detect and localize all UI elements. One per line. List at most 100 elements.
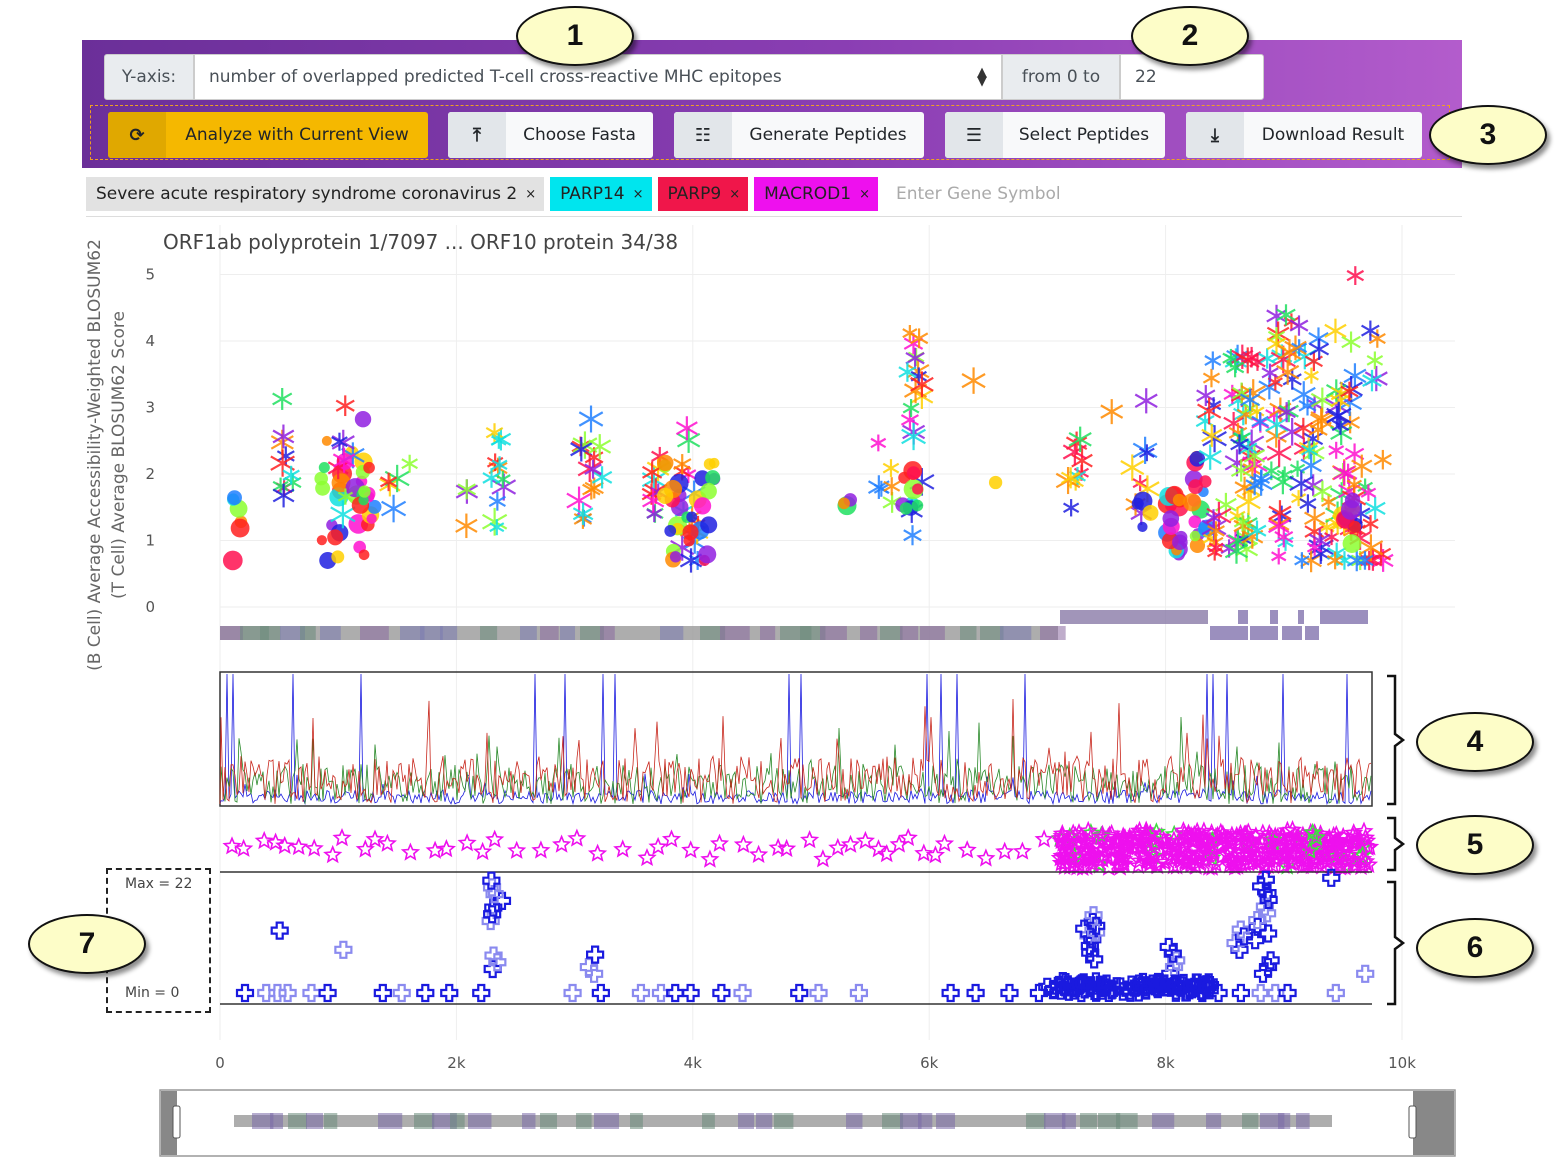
star-marker — [1301, 855, 1322, 875]
gene-tag-sars-cov-2[interactable]: Severe acute respiratory syndrome corona… — [86, 177, 545, 211]
star-marker — [473, 841, 493, 861]
ylabel-line2: (T Cell) Average BLOSUM62 Score — [109, 311, 129, 599]
signal-line — [219, 673, 1372, 806]
protein-domain — [1000, 626, 1032, 640]
scatter-circle-marker — [683, 535, 695, 547]
protein-domain — [860, 626, 878, 640]
protein-domain — [1270, 610, 1278, 624]
generate-icon: ☷ — [674, 112, 732, 158]
protein-domain — [420, 626, 443, 640]
scatter-star-marker — [1346, 266, 1365, 285]
star-marker — [1178, 823, 1199, 842]
remove-tag-icon[interactable]: × — [632, 186, 644, 202]
epitope-marker — [483, 905, 502, 924]
analyze-button[interactable]: ⟳ Analyze with Current View — [108, 112, 428, 158]
star-marker — [1255, 856, 1275, 875]
star-marker — [1175, 836, 1195, 856]
scatter-circle-marker — [1189, 530, 1201, 542]
range-slider-right-handle[interactable] — [1408, 1105, 1417, 1139]
protein-domain — [1060, 610, 1208, 624]
star-marker — [1203, 842, 1223, 861]
remove-tag-icon[interactable]: × — [729, 186, 741, 202]
protein-domain — [580, 626, 604, 640]
scatter-star-marker — [1266, 439, 1292, 467]
star-marker — [275, 835, 295, 855]
scatter-star-marker — [903, 525, 922, 546]
scatter-circle-marker — [1348, 520, 1362, 534]
star-marker — [567, 828, 587, 847]
scatter-star-marker — [1247, 520, 1267, 541]
epitope-marker — [849, 983, 869, 1003]
remove-tag-icon[interactable]: × — [525, 186, 537, 202]
scatter-star-marker — [1132, 475, 1148, 492]
scatter-star-marker — [1225, 357, 1245, 378]
slider-domain — [738, 1113, 754, 1129]
star-marker — [1145, 833, 1165, 853]
slider-domain — [324, 1113, 338, 1129]
protein-domain-track[interactable] — [220, 610, 1368, 640]
star-marker — [1167, 856, 1187, 875]
scatter-star-marker — [1060, 467, 1081, 489]
star-marker — [613, 839, 633, 858]
scatter-circle-marker — [331, 550, 345, 564]
epitope-count-track[interactable] — [235, 868, 1375, 1003]
scatter-circle-marker — [1172, 493, 1186, 507]
star-marker — [425, 840, 445, 859]
scatter-star-marker — [1227, 529, 1249, 552]
gene-symbol-input[interactable]: Enter Gene Symbol — [895, 184, 1061, 204]
scatter-circle-marker — [1188, 515, 1202, 529]
choose-fasta-button[interactable]: ⤒ Choose Fasta — [448, 112, 653, 158]
epitope-marker — [1051, 981, 1071, 1000]
gene-tag-parp14[interactable]: PARP14 × — [550, 177, 652, 211]
remove-tag-icon[interactable]: × — [859, 186, 870, 202]
star-marker — [436, 839, 456, 858]
epitope-marker — [1258, 957, 1278, 977]
star-marker — [877, 843, 897, 863]
scatter-star-marker — [1277, 402, 1296, 423]
scatter-star-marker — [1346, 476, 1363, 493]
slider-domain — [270, 1113, 284, 1129]
star-marker — [681, 840, 701, 859]
scatter-circle-marker — [227, 490, 242, 506]
slider-domain — [1206, 1113, 1222, 1129]
score-scatter[interactable] — [222, 266, 1394, 573]
star-marker — [1306, 827, 1326, 846]
scatter-star-marker — [1271, 548, 1287, 565]
y-tick-label: 1 — [145, 532, 155, 550]
slider-domain — [576, 1113, 592, 1129]
star-marker — [531, 840, 551, 859]
epitope-marker — [1083, 930, 1102, 949]
generate-peptides-button[interactable]: ☷ Generate Peptides — [674, 112, 924, 158]
gene-tag-parp9[interactable]: PARP9 × — [657, 177, 749, 211]
star-marker — [1338, 845, 1358, 864]
plot-title: ORF1ab polyprotein 1/7097 ... ORF10 prot… — [163, 230, 678, 254]
slider-domain — [468, 1113, 492, 1129]
gene-tag-macrod1[interactable]: MACROD1 × — [754, 177, 878, 211]
star-track[interactable] — [222, 819, 1380, 877]
scatter-circle-marker — [1344, 492, 1361, 509]
scatter-star-marker — [379, 472, 398, 492]
signal-line — [219, 716, 1372, 805]
slider-domain — [756, 1113, 773, 1129]
scatter-circle-marker — [664, 525, 677, 537]
scatter-star-marker — [591, 466, 613, 489]
gene-tag-label: Severe acute respiratory syndrome corona… — [96, 184, 518, 204]
download-result-button[interactable]: ⤓ Download Result — [1186, 112, 1422, 158]
scatter-star-marker — [1363, 550, 1383, 571]
epitope-marker — [472, 983, 491, 1003]
star-marker — [1052, 823, 1072, 843]
y-tick-label: 2 — [145, 465, 155, 483]
scatter-star-marker — [1068, 426, 1092, 453]
range-slider-preview — [234, 1113, 1332, 1129]
scatter-star-marker — [337, 488, 354, 505]
scatter-star-marker — [1261, 363, 1279, 383]
scatter-star-marker — [1268, 514, 1290, 539]
scatter-star-marker — [1308, 528, 1331, 553]
select-peptides-button[interactable]: ☰ Select Peptides — [945, 112, 1165, 158]
epitope-marker — [1246, 931, 1265, 950]
scatter-star-marker — [1340, 381, 1359, 402]
range-slider-left-handle[interactable] — [172, 1105, 181, 1139]
x-tick-label: 2k — [447, 1054, 466, 1072]
y-axis-title: (B Cell) Average Accessibility-Weighted … — [85, 239, 129, 671]
